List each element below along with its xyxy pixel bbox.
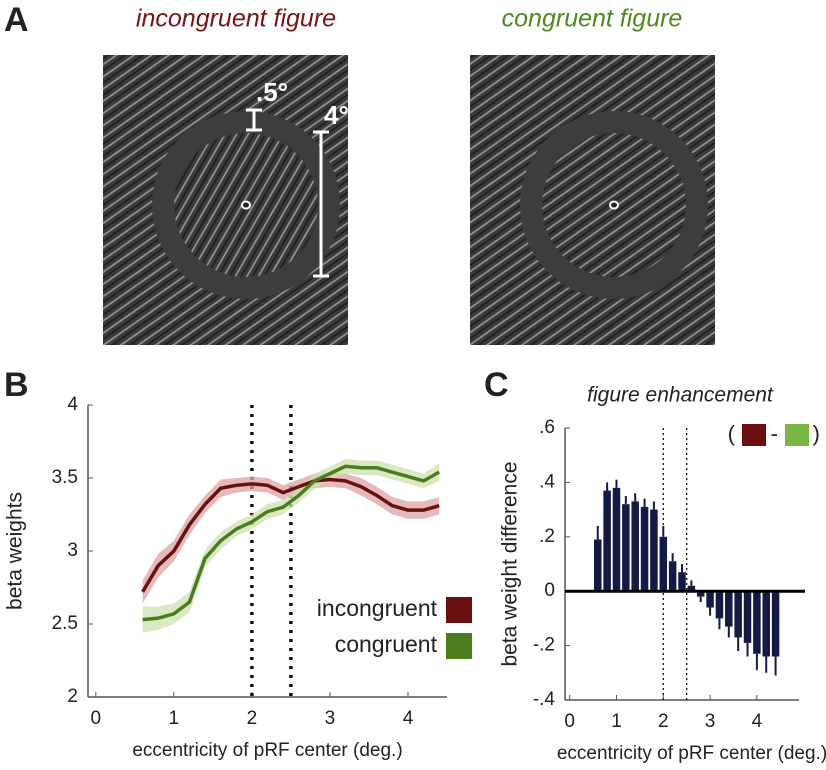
x-tick-label: 2 [658, 711, 669, 732]
y-tick-label: 3.5 [52, 467, 78, 488]
x-axis-label: eccentricity of pRF center (deg.) [557, 743, 826, 764]
panel-label: A [4, 1, 29, 39]
legend-swatch [785, 424, 809, 446]
legend-label: incongruent [317, 595, 438, 621]
bar [771, 591, 780, 657]
legend-text: - [771, 421, 778, 446]
x-tick-label: 0 [91, 708, 102, 729]
panel-label: B [4, 366, 29, 404]
y-tick-label: 2.5 [52, 613, 78, 634]
x-tick-label: 4 [403, 708, 414, 729]
image-label: congruent figure [502, 5, 683, 33]
legend-swatch [446, 633, 472, 659]
panel-label: C [484, 366, 509, 404]
legend-swatch [742, 424, 766, 446]
bar [622, 504, 630, 592]
y-tick-label: .6 [539, 417, 555, 438]
bar [631, 501, 639, 592]
x-tick-label: 1 [169, 708, 180, 729]
legend-text: ) [813, 421, 820, 446]
bar [762, 591, 770, 657]
error-band [142, 472, 440, 604]
x-tick-label: 1 [611, 711, 622, 732]
bar [612, 487, 621, 592]
bar [594, 539, 602, 592]
bar [753, 591, 761, 654]
y-tick-label: 3 [67, 540, 78, 561]
y-axis-label: beta weight difference [499, 461, 522, 666]
y-tick-label: 2 [67, 686, 78, 707]
bar [640, 506, 649, 592]
bar [659, 536, 668, 592]
y-tick-label: .2 [539, 526, 555, 547]
x-axis-label: eccentricity of pRF center (deg.) [132, 740, 402, 761]
bar [687, 585, 696, 592]
y-tick-label: 0 [544, 580, 555, 601]
series-line [142, 464, 441, 622]
legend-text: ( [728, 421, 736, 446]
stimulus-image [103, 55, 348, 345]
x-tick-label: 2 [247, 708, 258, 729]
y-tick-label: .4 [539, 471, 555, 492]
x-tick-label: 3 [325, 708, 336, 729]
bar [603, 490, 611, 592]
y-axis-label: beta weights [4, 492, 27, 610]
image-label: incongruent figure [136, 5, 336, 33]
bar [696, 591, 705, 597]
x-tick-label: 3 [705, 711, 716, 732]
y-tick-label: -.4 [533, 689, 556, 710]
legend-swatch [446, 597, 472, 623]
legend-label: congruent [335, 631, 438, 657]
bar [706, 591, 714, 608]
bar [734, 591, 742, 638]
chart-title: figure enhancement [587, 384, 774, 407]
bar [715, 591, 724, 619]
bar [650, 509, 658, 592]
annotation: 4° [324, 100, 349, 130]
bar [668, 561, 677, 592]
x-tick-label: 0 [564, 711, 575, 732]
x-tick-label: 4 [752, 711, 763, 732]
bar [678, 572, 686, 592]
bar [725, 591, 733, 627]
series-line [141, 477, 440, 593]
y-tick-label: 4 [67, 394, 78, 415]
bar [743, 591, 752, 643]
annotation: .5° [256, 77, 288, 107]
stimulus-image [470, 55, 715, 345]
y-tick-label: -.2 [533, 635, 555, 656]
